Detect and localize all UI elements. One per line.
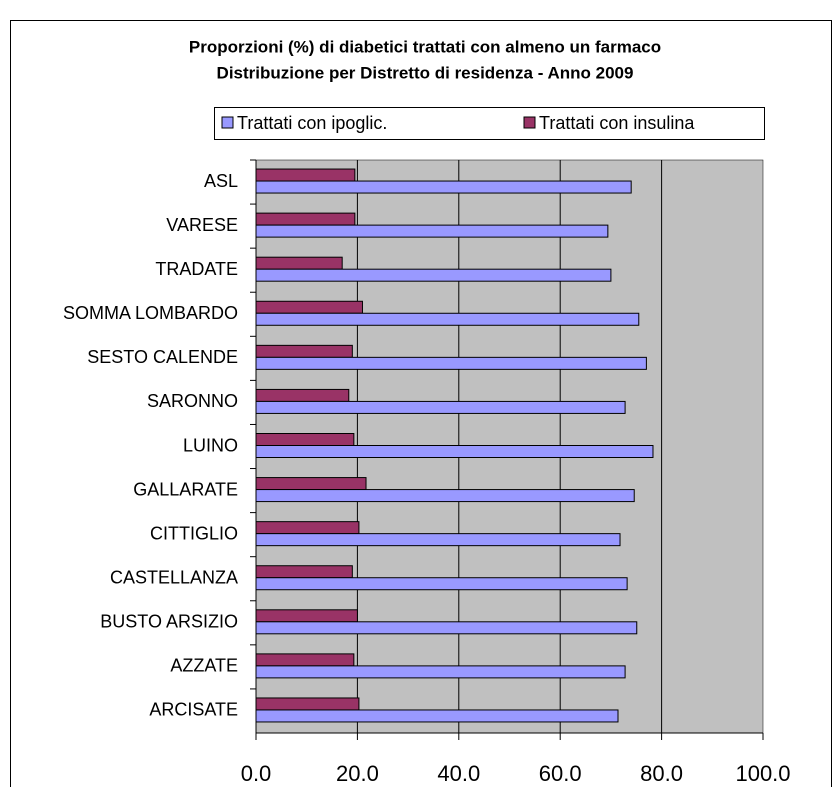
bar [255, 609, 358, 623]
bar [255, 168, 356, 182]
bar [255, 621, 638, 635]
y-tick-label: ARCISATE [149, 700, 238, 720]
bar [255, 709, 619, 723]
bar [255, 565, 353, 579]
x-tick-label: 80.0 [640, 761, 683, 786]
y-tick-label: BUSTO ARSIZIO [100, 612, 238, 632]
chart-subtitle: Distribuzione per Distretto di residenza… [217, 63, 634, 82]
bar [255, 212, 356, 226]
bar [255, 356, 647, 370]
bar [255, 312, 640, 326]
legend-box [214, 107, 765, 140]
legend-swatch [523, 116, 536, 129]
bar [255, 344, 353, 358]
y-tick-label: ASL [204, 171, 238, 191]
legend-label: Trattati con ipoglic. [237, 113, 387, 133]
bar [255, 400, 626, 414]
y-tick-label: AZZATE [170, 656, 238, 676]
bar [255, 577, 628, 591]
x-tick-label: 100.0 [735, 761, 790, 786]
y-tick-label: SARONNO [147, 391, 238, 411]
x-tick-label: 40.0 [437, 761, 480, 786]
y-tick-label: VARESE [166, 215, 238, 235]
bar [255, 256, 343, 270]
bar [255, 300, 363, 314]
y-tick-label: TRADATE [155, 259, 238, 279]
bar [255, 653, 355, 667]
bar [255, 697, 360, 711]
bar [255, 521, 360, 535]
bar [255, 477, 367, 491]
x-tick-label: 60.0 [539, 761, 582, 786]
x-tick-label: 0.0 [241, 761, 272, 786]
bar [255, 180, 632, 194]
y-tick-label: GALLARATE [133, 479, 238, 499]
bar [255, 489, 635, 503]
x-tick-label: 20.0 [336, 761, 379, 786]
bar [255, 224, 609, 238]
y-tick-label: CASTELLANZA [110, 567, 238, 587]
bar [255, 268, 612, 282]
legend-swatch [221, 116, 234, 129]
y-tick-label: CITTIGLIO [150, 523, 238, 543]
chart-title: Proporzioni (%) di diabetici trattati co… [189, 37, 661, 56]
bar [255, 665, 626, 679]
y-tick-label: SESTO CALENDE [87, 347, 238, 367]
bar [255, 445, 654, 458]
y-tick-label: LUINO [183, 435, 238, 455]
bar [255, 433, 355, 446]
bar [255, 533, 621, 547]
legend-label: Trattati con insulina [539, 113, 695, 133]
y-tick-label: SOMMA LOMBARDO [63, 303, 238, 323]
bar [255, 388, 350, 402]
